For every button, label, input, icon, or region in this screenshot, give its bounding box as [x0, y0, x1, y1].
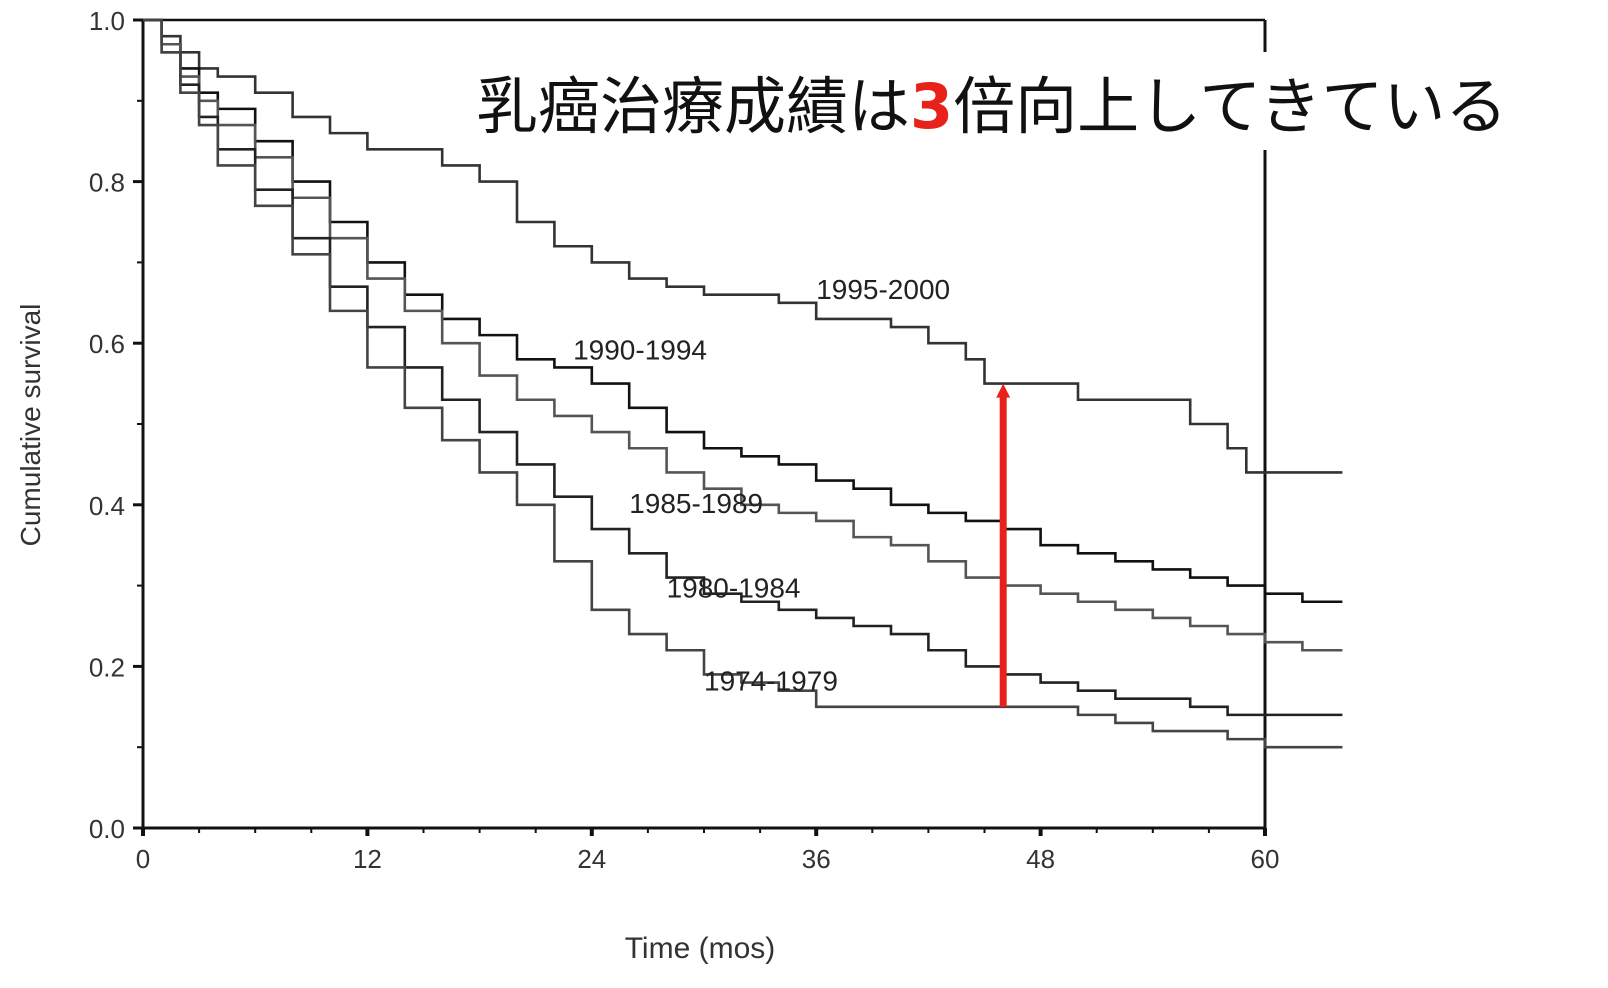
series-label: 1985-1989 — [629, 488, 763, 519]
axes: 0.0 0.2 0.4 0.6 0.8 1.0 0 12 24 36 48 60 — [89, 6, 1280, 874]
y-axis-label: Cumulative survival — [15, 304, 46, 547]
annotation-layer — [996, 383, 1011, 707]
x-tick-label: 48 — [1026, 844, 1055, 874]
series-line — [143, 18, 1343, 474]
x-tick-label: 60 — [1251, 844, 1280, 874]
series-label: 1990-1994 — [573, 334, 707, 365]
y-tick-label: 0.8 — [89, 168, 125, 198]
y-tick-label: 0.0 — [89, 814, 125, 844]
series-line — [143, 18, 1343, 604]
series-line — [143, 18, 1343, 749]
series-label: 1995-2000 — [816, 274, 950, 305]
annotation-arrow-head — [996, 383, 1011, 398]
y-tick-label: 0.6 — [89, 329, 125, 359]
series-labels: 1995-2000 1990-1994 1985-1989 1980-1984 1974… — [573, 274, 950, 697]
y-tick-label: 0.4 — [89, 491, 125, 521]
series-label: 1980-1984 — [667, 573, 801, 604]
headline: 乳癌治療成績は3倍向上してきている — [470, 52, 1514, 150]
series-layer — [143, 18, 1343, 749]
series-line — [143, 18, 1343, 652]
x-tick-label: 0 — [136, 844, 150, 874]
series-line — [143, 18, 1343, 717]
y-tick-label: 1.0 — [89, 6, 125, 36]
x-tick-label: 12 — [353, 844, 382, 874]
x-axis-label: Time (mos) — [625, 932, 776, 965]
headline-after: 倍向上してきている — [953, 70, 1508, 143]
series-label: 1974-1979 — [704, 666, 838, 697]
x-tick-label: 36 — [802, 844, 831, 874]
headline-before: 乳癌治療成績は — [476, 70, 911, 143]
headline-emphasis: 3 — [910, 70, 954, 143]
y-tick-label: 0.2 — [89, 652, 125, 682]
x-tick-label: 24 — [577, 844, 606, 874]
